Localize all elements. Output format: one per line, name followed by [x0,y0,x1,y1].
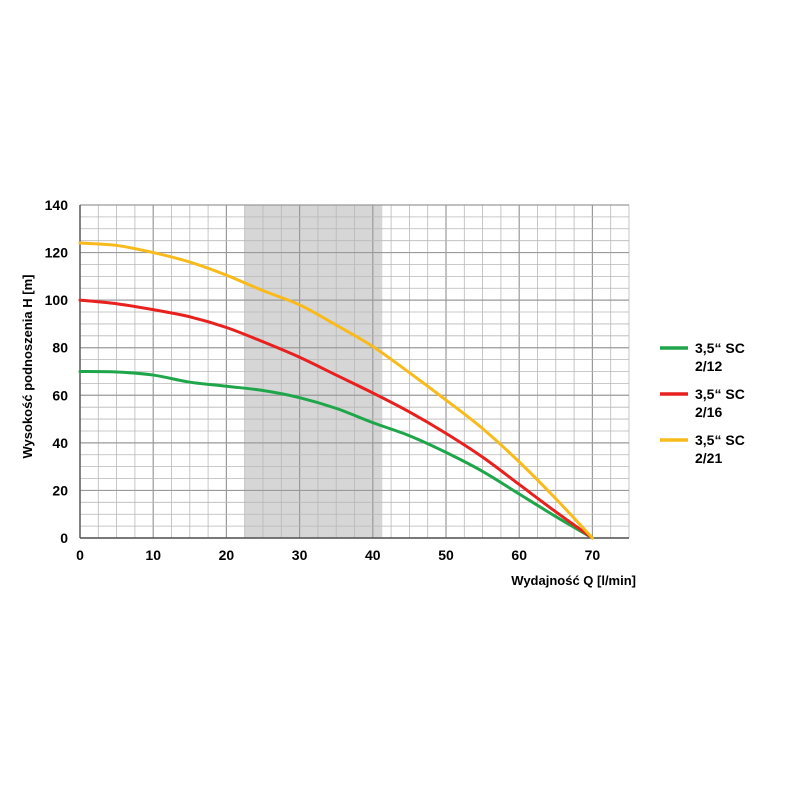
series-line-2 [78,298,594,540]
series-lines [78,241,594,540]
x-tick-label: 30 [292,547,308,563]
y-tick-label: 140 [45,197,69,213]
legend-label: 2/16 [695,404,722,420]
y-tick-label: 120 [45,245,69,261]
y-tick-label: 20 [52,482,68,498]
x-tick-label: 40 [365,547,381,563]
x-tick-label: 50 [438,547,454,563]
series-line-3 [78,241,594,540]
x-tick-label: 0 [76,547,84,563]
legend-label: 2/12 [695,358,722,374]
series-line-1 [78,370,594,540]
y-axis-title: Wysokość podnoszenia H [m] [20,275,35,459]
legend-label: 3,5“ SC [695,340,745,356]
y-tick-label: 60 [52,387,68,403]
y-tick-label: 100 [45,292,69,308]
legend-label: 2/21 [695,450,722,466]
x-tick-label: 70 [585,547,601,563]
x-tick-label: 10 [145,547,161,563]
legend-label: 3,5“ SC [695,432,745,448]
x-axis-title: Wydajność Q [l/min] [511,573,636,588]
legend-label: 3,5“ SC [695,386,745,402]
y-tick-label: 0 [60,530,68,546]
x-tick-label: 60 [511,547,527,563]
legend: 3,5“ SC 2/12 3,5“ SC 2/16 3,5“ SC 2/21 [660,340,745,466]
tick-labels: 0 10 20 30 40 50 60 70 0 20 40 60 80 100 120 140 [45,197,601,563]
grid [79,204,630,539]
x-tick-label: 20 [219,547,235,563]
y-tick-label: 80 [52,340,68,356]
y-tick-label: 40 [52,435,68,451]
